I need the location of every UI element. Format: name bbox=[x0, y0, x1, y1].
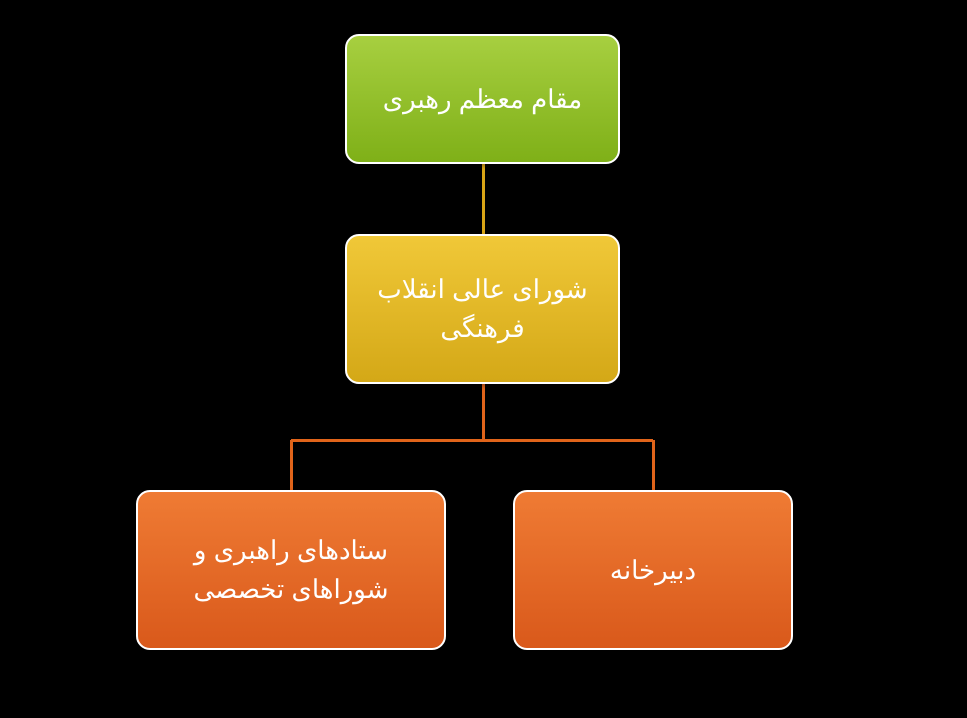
node-label: دبیرخانه bbox=[610, 551, 696, 590]
connector bbox=[482, 384, 485, 440]
connector bbox=[652, 440, 655, 490]
connector bbox=[482, 164, 485, 234]
node-n1: مقام معظم رهبری bbox=[345, 34, 620, 164]
connector bbox=[290, 440, 293, 490]
node-n3: دبیرخانه bbox=[513, 490, 793, 650]
node-label: شورای عالی انقلاب فرهنگی bbox=[365, 270, 600, 348]
connector bbox=[291, 439, 653, 442]
node-label: ستادهای راهبری و شوراهای تخصصی bbox=[156, 531, 426, 609]
node-n4: ستادهای راهبری و شوراهای تخصصی bbox=[136, 490, 446, 650]
node-label: مقام معظم رهبری bbox=[383, 80, 582, 119]
node-n2: شورای عالی انقلاب فرهنگی bbox=[345, 234, 620, 384]
org-chart: مقام معظم رهبری شورای عالی انقلاب فرهنگی د… bbox=[0, 0, 967, 718]
